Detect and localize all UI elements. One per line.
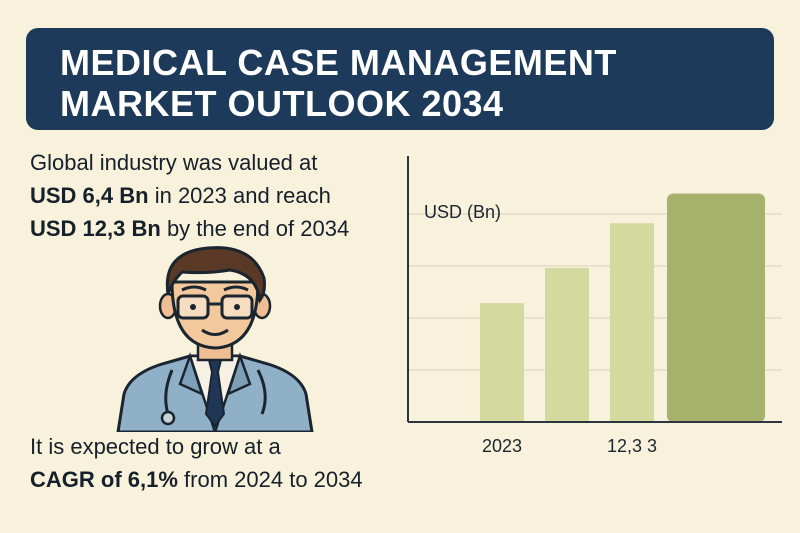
stethoscope-icon [164, 369, 174, 415]
title-line-2: MARKET OUTLOOK 2034 [60, 83, 504, 124]
bar-0 [480, 303, 524, 422]
outro-line-1: It is expected to grow at a [30, 434, 281, 459]
bar-2 [610, 223, 654, 422]
outro-line-2-rest: from 2024 to 2034 [177, 467, 363, 492]
market-bar-chart: USD (Bn) 2023 12,3 3 [407, 156, 782, 456]
intro-line-3-rest: by the end of 2034 [160, 216, 350, 241]
value-2034: USD 12,3 Bn [30, 216, 161, 241]
cagr-value: CAGR of 6,1% [30, 467, 178, 492]
intro-text: Global industry was valued at USD 6,4 Bn… [30, 146, 410, 245]
hair [165, 246, 266, 304]
bar-1 [545, 267, 589, 422]
smile [201, 328, 229, 336]
x-tick-label: 2023 [482, 436, 522, 456]
necktie [204, 359, 226, 428]
intro-line-1: Global industry was valued at [30, 150, 318, 175]
x-tick-labels: 2023 12,3 3 [482, 436, 657, 456]
intro-line-2-rest: in 2023 and reach [148, 183, 331, 208]
doctor-illustration [116, 246, 314, 432]
title-line-1: MEDICAL CASE MANAGEMENT [60, 42, 617, 83]
bar-3 [667, 193, 765, 422]
outro-line-2: CAGR of 6,1% from 2024 to 2034 [30, 463, 440, 496]
intro-line-2: USD 6,4 Bn in 2023 and reach [30, 179, 410, 212]
y-axis-label: USD (Bn) [424, 202, 501, 222]
title-banner: MEDICAL CASE MANAGEMENT MARKET OUTLOOK 2… [26, 28, 774, 130]
bars [480, 193, 765, 422]
outro-text: It is expected to grow at a CAGR of 6,1%… [30, 430, 440, 496]
lapel-left [178, 352, 205, 397]
lapel-right [225, 352, 252, 397]
value-2023: USD 6,4 Bn [30, 183, 149, 208]
intro-line-3: USD 12,3 Bn by the end of 2034 [30, 212, 410, 245]
x-tick-label: 12,3 3 [607, 436, 657, 456]
